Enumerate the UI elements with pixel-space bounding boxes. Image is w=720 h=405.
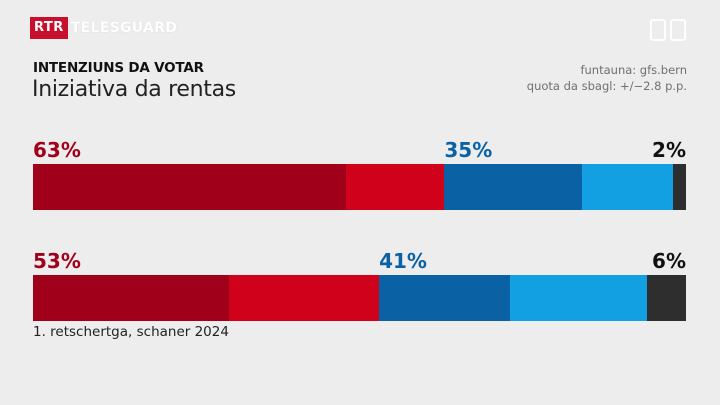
broadcaster-watermark-icon xyxy=(650,19,686,41)
channel-name: TELESGUARD xyxy=(70,20,178,36)
chart-title: Iniziativa da rentas xyxy=(32,77,236,102)
rtr-logo-box: RTR xyxy=(30,17,68,39)
previous-survey-note: 1. retschertga, schaner 2024 xyxy=(33,324,229,340)
yes-percent-label: 63% xyxy=(33,138,81,162)
bar-segment-yes-light xyxy=(346,164,445,210)
no-percent-label: 35% xyxy=(444,138,493,162)
chart-source: funtauna: gfs.bern quota da sbagl: +/−2.… xyxy=(527,62,687,94)
bar-segment-no-dark xyxy=(444,164,582,210)
undecided-percent-label: 2% xyxy=(652,138,686,162)
stacked-bar-previous xyxy=(33,275,686,321)
bar-segment-yes-dark xyxy=(33,164,347,210)
bar-segment-undecided xyxy=(646,275,686,321)
bar-segment-yes-light xyxy=(228,275,380,321)
bar-segment-yes-dark xyxy=(33,275,229,321)
source-line: funtauna: gfs.bern xyxy=(580,63,687,77)
margin-of-error-line: quota da sbagl: +/−2.8 p.p. xyxy=(526,79,687,93)
yes-percent-label: 53% xyxy=(33,249,81,273)
bar-segment-undecided xyxy=(672,164,686,210)
no-percent-label: 41% xyxy=(379,249,427,273)
stacked-bar-current xyxy=(33,164,686,210)
bar-segment-no-light xyxy=(581,164,673,210)
bar-segment-no-dark xyxy=(379,275,510,321)
channel-logo: RTR TELESGUARD xyxy=(30,17,177,39)
chart-kicker: INTENZIUNS DA VOTAR xyxy=(33,60,204,76)
undecided-percent-label: 6% xyxy=(652,249,686,273)
bar-segment-no-light xyxy=(509,275,647,321)
